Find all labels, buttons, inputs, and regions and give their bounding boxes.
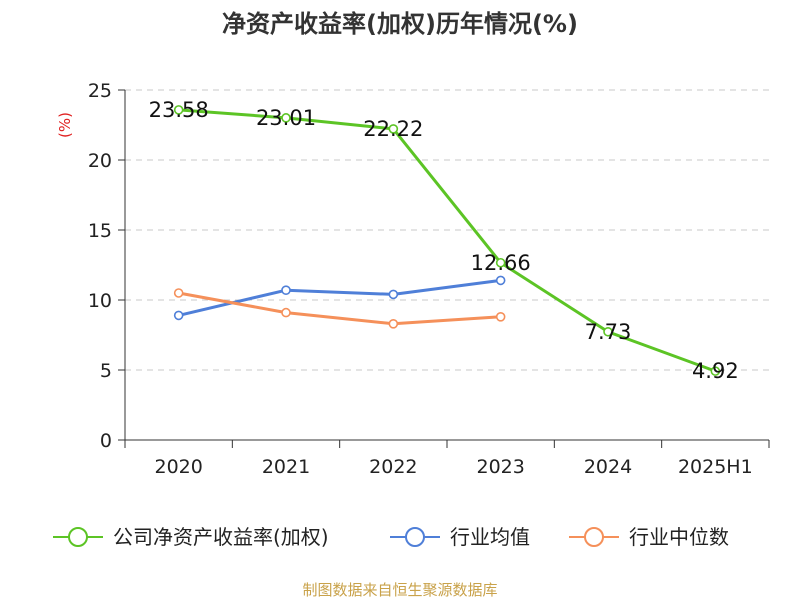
- data-label: 23.01: [256, 106, 316, 130]
- data-label: 22.22: [363, 117, 423, 141]
- x-tick-label: 2021: [262, 456, 310, 478]
- data-point: [495, 275, 506, 286]
- y-tick-label: 25: [88, 80, 112, 102]
- data-point: [173, 288, 184, 298]
- chart-title: 净资产收益率(加权)历年情况(%): [222, 10, 578, 38]
- series-lines: [173, 105, 721, 376]
- data-label: 4.92: [692, 359, 739, 383]
- legend: 公司净资产收益率(加权) 行业均值 行业中位数: [53, 525, 729, 549]
- x-tick-label: 2022: [369, 456, 417, 478]
- y-tick-label: 15: [88, 220, 112, 242]
- legend-label: 行业均值: [450, 525, 530, 549]
- series-line: [178, 108, 716, 373]
- data-point: [388, 289, 399, 300]
- series-line: [178, 291, 501, 326]
- y-tick-label: 10: [88, 290, 112, 312]
- legend-swatch-marker: [68, 527, 88, 547]
- data-label: 7.73: [585, 320, 632, 344]
- x-tick-label: 2023: [476, 456, 524, 478]
- x-tick-label: 2025H1: [678, 456, 753, 478]
- y-tick-label: 5: [100, 360, 112, 382]
- data-point: [281, 113, 291, 123]
- data-point: [603, 326, 613, 337]
- data-point: [388, 124, 399, 134]
- data-label: 12.66: [471, 251, 531, 275]
- legend-swatch-marker: [584, 527, 604, 547]
- data-label: 23.58: [149, 98, 209, 122]
- y-axis-label: (%): [56, 112, 74, 138]
- y-tick-label: 20: [88, 150, 112, 172]
- gridlines: [125, 89, 769, 371]
- axes: 0 5 10 15 20 25 2020 2021 2022 2023 2024 2025H1 (%): [56, 80, 770, 478]
- data-point: [495, 311, 506, 322]
- data-point: [281, 307, 291, 318]
- data-point: [281, 285, 291, 296]
- data-point: [495, 257, 506, 268]
- data-labels: 23.58 23.01 22.22 12.66 7.73 4.92: [149, 98, 739, 383]
- y-tick-label: 0: [100, 430, 112, 452]
- data-point: [173, 310, 184, 321]
- x-tick-label: 2024: [584, 456, 632, 478]
- legend-label: 公司净资产收益率(加权): [113, 525, 329, 549]
- data-point: [710, 366, 721, 376]
- legend-label: 行业中位数: [629, 525, 729, 549]
- data-point: [388, 318, 399, 329]
- x-tick-label: 2020: [154, 456, 202, 478]
- source-note: 制图数据来自恒生聚源数据库: [302, 581, 498, 599]
- legend-swatch-marker: [405, 527, 425, 547]
- series-line: [178, 278, 501, 317]
- data-point: [173, 105, 184, 115]
